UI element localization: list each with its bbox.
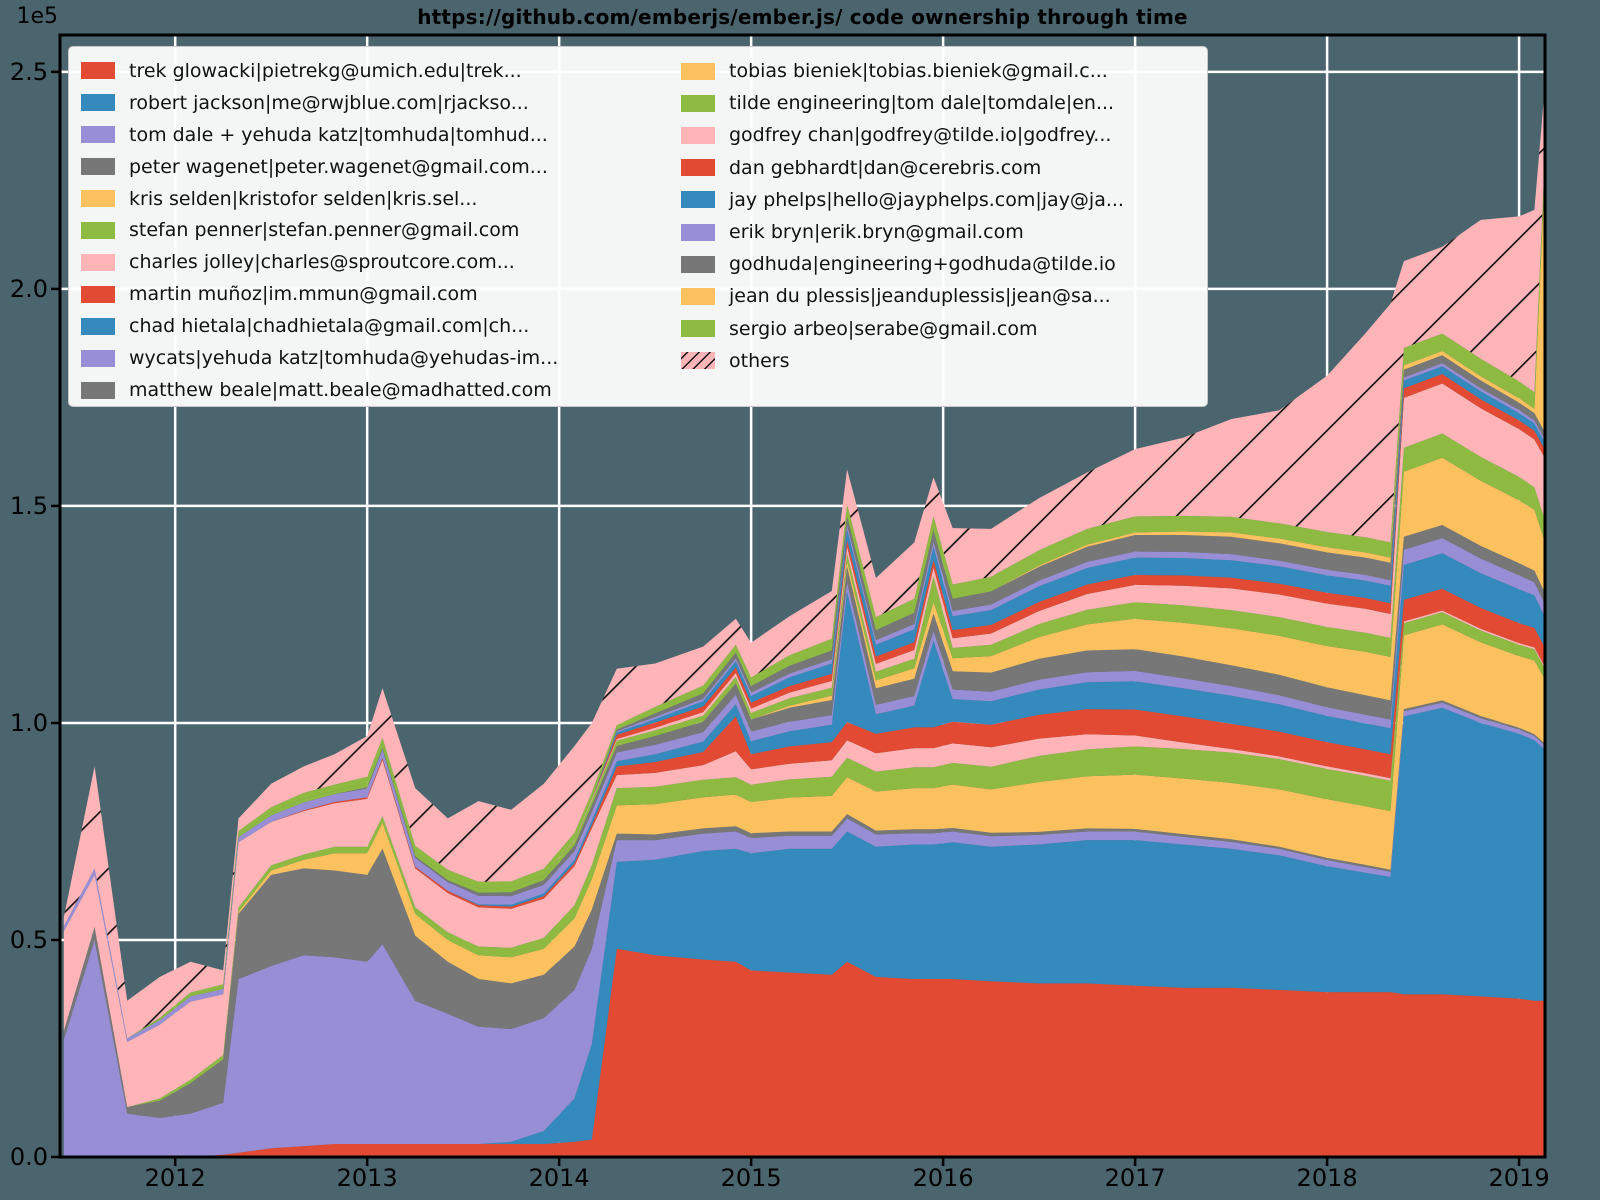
stacked-areas bbox=[63, 96, 1544, 1157]
legend-label-tom-dale-yehuda-katz: tom dale + yehuda katz|tomhuda|tomhud... bbox=[129, 123, 548, 146]
area-charles-jolley bbox=[63, 610, 1544, 1108]
legend-label-matthew-beale: matthew beale|matt.beale@madhatted.com bbox=[129, 379, 552, 402]
legend-label-kris-selden: kris selden|kristofor selden|kris.sel... bbox=[129, 187, 478, 210]
area-peter-wagenet bbox=[63, 700, 1544, 1118]
legend-item-trek-glowacki: trek glowacki|pietrekg@umich.edu|trek... bbox=[81, 55, 681, 87]
legend-label-jean-du-plessis: jean du plessis|jeanduplessis|jean@sa... bbox=[729, 285, 1111, 308]
legend-swatch-tom-dale-yehuda-katz bbox=[81, 126, 115, 144]
x-tick-label-2018: 2018 bbox=[1296, 1164, 1358, 1192]
x-tick-label-2019: 2019 bbox=[1488, 1164, 1550, 1192]
legend-label-wycats: wycats|yehuda katz|tomhuda@yehudas-im... bbox=[129, 347, 559, 370]
axis-ticks bbox=[51, 70, 1521, 1166]
legend-item-godhuda: godhuda|engineering+godhuda@tilde.io bbox=[681, 248, 1207, 280]
legend-swatch-jean-du-plessis bbox=[681, 287, 715, 305]
legend-label-godfrey-chan: godfrey chan|godfrey@tilde.io|godfrey... bbox=[729, 124, 1112, 147]
area-tom-dale-yehuda-katz bbox=[63, 702, 1544, 1157]
x-tick-label-2016: 2016 bbox=[912, 1164, 974, 1192]
area-robert-jackson bbox=[63, 707, 1544, 1157]
y-tick-label-2.5: 2.5 bbox=[9, 57, 48, 86]
legend-label-charles-jolley: charles jolley|charles@sproutcore.com... bbox=[129, 251, 515, 274]
y-axis-offset-label: 1e5 bbox=[16, 4, 58, 29]
legend-column-2: tobias bieniek|tobias.bieniek@gmail.c...… bbox=[681, 55, 1207, 406]
legend-swatch-godfrey-chan bbox=[681, 126, 715, 144]
legend-label-jay-phelps: jay phelps|hello@jayphelps.com|jay@ja... bbox=[729, 188, 1124, 211]
legend-swatch-tilde-engineering bbox=[681, 94, 715, 112]
legend-item-erik-bryn: erik bryn|erik.bryn@gmail.com bbox=[681, 216, 1207, 248]
legend-label-chad-hietala: chad hietala|chadhietala@gmail.com|ch... bbox=[129, 315, 530, 338]
legend-label-robert-jackson: robert jackson|me@rwjblue.com|rjackso... bbox=[129, 91, 529, 114]
legend-item-kris-selden: kris selden|kristofor selden|kris.sel... bbox=[81, 183, 681, 215]
legend-swatch-peter-wagenet bbox=[81, 158, 115, 176]
x-tick-label-2013: 2013 bbox=[336, 1164, 398, 1192]
legend-item-jean-du-plessis: jean du plessis|jeanduplessis|jean@sa... bbox=[681, 280, 1207, 312]
legend-swatch-godhuda bbox=[681, 255, 715, 273]
y-tick-label-0.5: 0.5 bbox=[9, 925, 48, 954]
legend-item-charles-jolley: charles jolley|charles@sproutcore.com... bbox=[81, 246, 681, 278]
legend-label-others: others bbox=[729, 349, 790, 372]
y-tick-label-0.0: 0.0 bbox=[9, 1143, 48, 1171]
legend-label-godhuda: godhuda|engineering+godhuda@tilde.io bbox=[729, 253, 1116, 276]
legend-label-peter-wagenet: peter wagenet|peter.wagenet@gmail.com... bbox=[129, 155, 548, 178]
legend-label-stefan-penner: stefan penner|stefan.penner@gmail.com bbox=[129, 219, 520, 242]
legend-item-jay-phelps: jay phelps|hello@jayphelps.com|jay@ja... bbox=[681, 184, 1207, 216]
legend-swatch-tobias-bieniek bbox=[681, 62, 715, 80]
legend-item-tilde-engineering: tilde engineering|tom dale|tomdale|en... bbox=[681, 87, 1207, 119]
legend-item-sergio-arbeo: sergio arbeo|serabe@gmail.com bbox=[681, 313, 1207, 345]
legend-item-wycats: wycats|yehuda katz|tomhuda@yehudas-im... bbox=[81, 342, 681, 374]
legend-item-others: others bbox=[681, 345, 1207, 377]
legend-swatch-dan-gebhardt bbox=[681, 159, 715, 177]
legend-column-1: trek glowacki|pietrekg@umich.edu|trek...… bbox=[81, 55, 681, 406]
legend-item-matthew-beale: matthew beale|matt.beale@madhatted.com bbox=[81, 374, 681, 406]
legend-swatch-martin-munoz bbox=[81, 285, 115, 303]
legend-label-martin-munoz: martin muñoz|im.mmun@gmail.com bbox=[129, 283, 478, 306]
x-tick-label-2017: 2017 bbox=[1104, 1164, 1166, 1192]
legend-swatch-jay-phelps bbox=[681, 191, 715, 209]
legend-label-tobias-bieniek: tobias bieniek|tobias.bieniek@gmail.c... bbox=[729, 60, 1108, 83]
legend-item-chad-hietala: chad hietala|chadhietala@gmail.com|ch... bbox=[81, 310, 681, 342]
legend-swatch-others bbox=[681, 352, 715, 370]
x-tick-label-2015: 2015 bbox=[720, 1164, 782, 1192]
legend-swatch-sergio-arbeo bbox=[681, 320, 715, 338]
legend-swatch-charles-jolley bbox=[81, 253, 115, 271]
legend-item-godfrey-chan: godfrey chan|godfrey@tilde.io|godfrey... bbox=[681, 119, 1207, 151]
legend-swatch-kris-selden bbox=[81, 190, 115, 208]
legend-swatch-stefan-penner bbox=[81, 221, 115, 239]
y-tick-label-1.0: 1.0 bbox=[9, 708, 48, 737]
legend-item-peter-wagenet: peter wagenet|peter.wagenet@gmail.com... bbox=[81, 151, 681, 183]
legend-label-tilde-engineering: tilde engineering|tom dale|tomdale|en... bbox=[729, 92, 1115, 115]
axis-spines bbox=[58, 33, 1547, 1159]
legend-swatch-robert-jackson bbox=[81, 94, 115, 112]
legend-swatch-wycats bbox=[81, 349, 115, 367]
legend-item-stefan-penner: stefan penner|stefan.penner@gmail.com bbox=[81, 215, 681, 247]
chart-title: https://github.com/emberjs/ember.js/ cod… bbox=[417, 5, 1188, 29]
x-tick-label-2012: 2012 bbox=[144, 1164, 206, 1192]
area-kris-selden bbox=[63, 624, 1544, 1108]
legend-item-robert-jackson: robert jackson|me@rwjblue.com|rjackso... bbox=[81, 87, 681, 119]
legend-swatch-erik-bryn bbox=[681, 223, 715, 241]
area-trek-glowacki bbox=[63, 948, 1544, 1157]
legend-item-tom-dale-yehuda-katz: tom dale + yehuda katz|tomhuda|tomhud... bbox=[81, 119, 681, 151]
legend-label-dan-gebhardt: dan gebhardt|dan@cerebris.com bbox=[729, 156, 1042, 179]
legend-label-trek-glowacki: trek glowacki|pietrekg@umich.edu|trek... bbox=[129, 59, 522, 82]
x-tick-label-2014: 2014 bbox=[528, 1164, 590, 1192]
legend: trek glowacki|pietrekg@umich.edu|trek...… bbox=[68, 46, 1208, 407]
legend-swatch-trek-glowacki bbox=[81, 62, 115, 80]
legend-label-erik-bryn: erik bryn|erik.bryn@gmail.com bbox=[729, 221, 1024, 244]
y-tick-label-2.0: 2.0 bbox=[9, 274, 48, 303]
legend-swatch-matthew-beale bbox=[81, 381, 115, 399]
legend-label-sergio-arbeo: sergio arbeo|serabe@gmail.com bbox=[729, 317, 1038, 340]
legend-item-dan-gebhardt: dan gebhardt|dan@cerebris.com bbox=[681, 152, 1207, 184]
legend-item-martin-munoz: martin muñoz|im.mmun@gmail.com bbox=[81, 278, 681, 310]
legend-item-tobias-bieniek: tobias bieniek|tobias.bieniek@gmail.c... bbox=[681, 55, 1207, 87]
y-tick-label-1.5: 1.5 bbox=[9, 491, 48, 520]
area-wycats bbox=[63, 538, 1544, 1042]
legend-swatch-chad-hietala bbox=[81, 317, 115, 335]
